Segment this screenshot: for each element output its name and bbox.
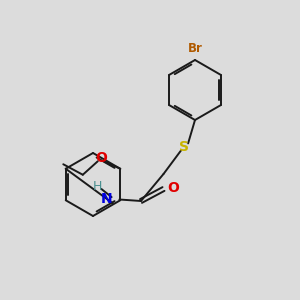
Text: O: O <box>167 181 179 194</box>
Text: N: N <box>101 192 112 206</box>
Text: Br: Br <box>188 43 202 56</box>
Text: O: O <box>95 151 107 165</box>
Text: S: S <box>179 140 190 154</box>
Text: H: H <box>93 179 102 193</box>
